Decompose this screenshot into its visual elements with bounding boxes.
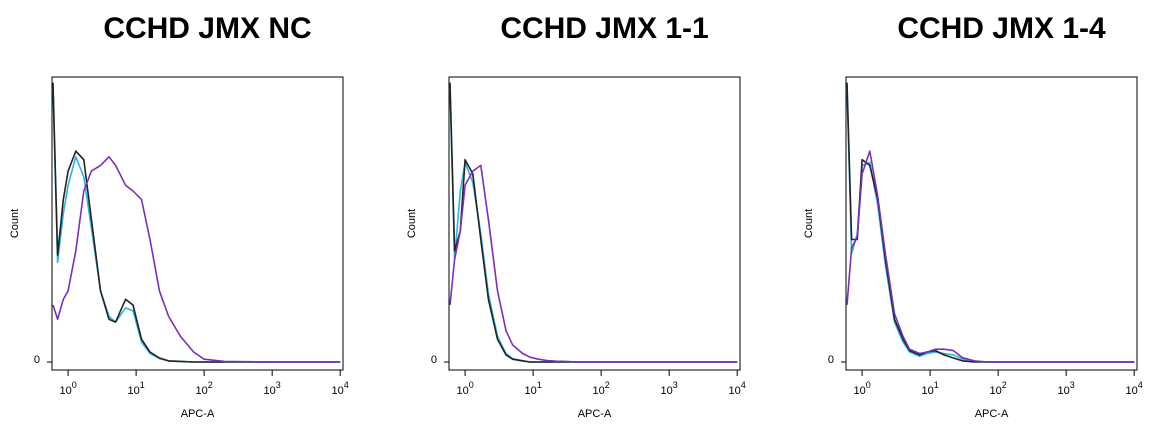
- x-axis-label: APC-A: [578, 408, 612, 420]
- plot-frame: [448, 76, 741, 371]
- histogram-line: [52, 82, 341, 363]
- histogram-line: [449, 164, 738, 363]
- x-tick-label: 104: [332, 380, 349, 397]
- x-axis-label: APC-A: [975, 408, 1009, 420]
- x-tick-label: 101: [127, 380, 144, 397]
- x-tick-label: 101: [524, 380, 541, 397]
- chart-title: CCHD JMX 1-1: [500, 12, 708, 45]
- y-tick-label: 0: [34, 354, 40, 366]
- y-axis-label: Count: [9, 209, 21, 238]
- histogram-line: [846, 88, 1135, 363]
- plot-frame: [51, 76, 344, 371]
- x-tick-label: 103: [1058, 380, 1075, 397]
- plot-frame: [845, 76, 1138, 371]
- histogram-line: [52, 88, 341, 363]
- x-tick-label: 104: [1126, 380, 1143, 397]
- chart-title: CCHD JMX 1-4: [897, 12, 1106, 45]
- x-tick-label: 102: [990, 380, 1007, 397]
- histogram-line: [52, 156, 341, 363]
- histogram-line: [846, 82, 1135, 363]
- y-axis-label: Count: [803, 209, 815, 238]
- x-tick-label: 102: [196, 380, 213, 397]
- chart-title: CCHD JMX NC: [103, 12, 311, 45]
- x-tick-label: 100: [456, 380, 473, 397]
- x-tick-label: 103: [661, 380, 678, 397]
- x-axis-label: APC-A: [181, 408, 215, 420]
- y-axis-label: Count: [406, 209, 418, 238]
- x-tick-label: 100: [59, 380, 76, 397]
- x-tick-label: 102: [593, 380, 610, 397]
- x-tick-label: 100: [853, 380, 870, 397]
- y-tick-label: 0: [431, 354, 437, 366]
- x-tick-label: 103: [264, 380, 281, 397]
- histogram-line: [449, 82, 738, 363]
- x-tick-label: 104: [729, 380, 746, 397]
- x-tick-label: 101: [921, 380, 938, 397]
- histogram-line: [846, 150, 1135, 363]
- y-tick-label: 0: [828, 354, 834, 366]
